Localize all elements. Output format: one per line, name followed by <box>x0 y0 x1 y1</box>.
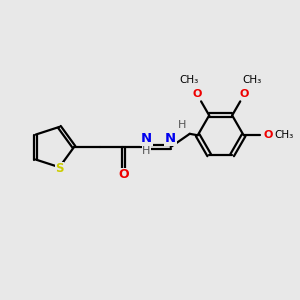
Text: CH₃: CH₃ <box>243 75 262 85</box>
Text: O: O <box>118 168 129 181</box>
Text: N: N <box>141 132 152 145</box>
Text: N: N <box>165 132 176 145</box>
Text: O: O <box>239 89 249 100</box>
Text: S: S <box>55 162 64 175</box>
Text: O: O <box>263 130 272 140</box>
Text: H: H <box>178 120 187 130</box>
Text: H: H <box>142 146 151 156</box>
Text: CH₃: CH₃ <box>179 75 199 85</box>
Text: CH₃: CH₃ <box>274 130 294 140</box>
Text: O: O <box>192 89 202 100</box>
